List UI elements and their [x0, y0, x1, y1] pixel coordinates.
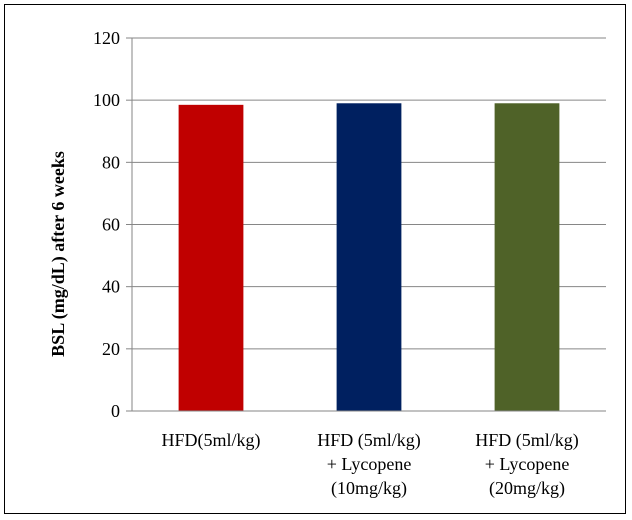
x-category-label: + Lycopene [327, 454, 412, 474]
x-category-labels: HFD(5ml/kg) HFD (5ml/kg) + Lycopene (10mg/k… [162, 430, 579, 499]
y-tick-label: 0 [111, 401, 120, 421]
x-category-label: (10mg/kg) [331, 478, 407, 499]
axes [126, 37, 606, 412]
y-tick-label: 120 [93, 28, 120, 48]
x-category-label: + Lycopene [485, 454, 570, 474]
bar [336, 103, 402, 412]
bar [178, 104, 244, 412]
y-tick-label: 80 [102, 152, 120, 172]
y-tick-label: 20 [102, 339, 120, 359]
y-tick-label: 100 [93, 90, 120, 110]
x-category-label: (20mg/kg) [489, 478, 565, 499]
x-category-label: HFD (5ml/kg) [475, 430, 579, 451]
bar [494, 103, 560, 412]
y-tick-label: 40 [102, 277, 120, 297]
bars [178, 103, 560, 412]
y-tick-labels: 0 20 40 60 80 100 120 [93, 28, 120, 421]
y-tick-label: 60 [102, 215, 120, 235]
y-axis-label: BSL (mg/dL) after 6 weeks [48, 151, 69, 357]
x-category-label: HFD(5ml/kg) [162, 430, 261, 451]
x-category-label: HFD (5ml/kg) [317, 430, 421, 451]
